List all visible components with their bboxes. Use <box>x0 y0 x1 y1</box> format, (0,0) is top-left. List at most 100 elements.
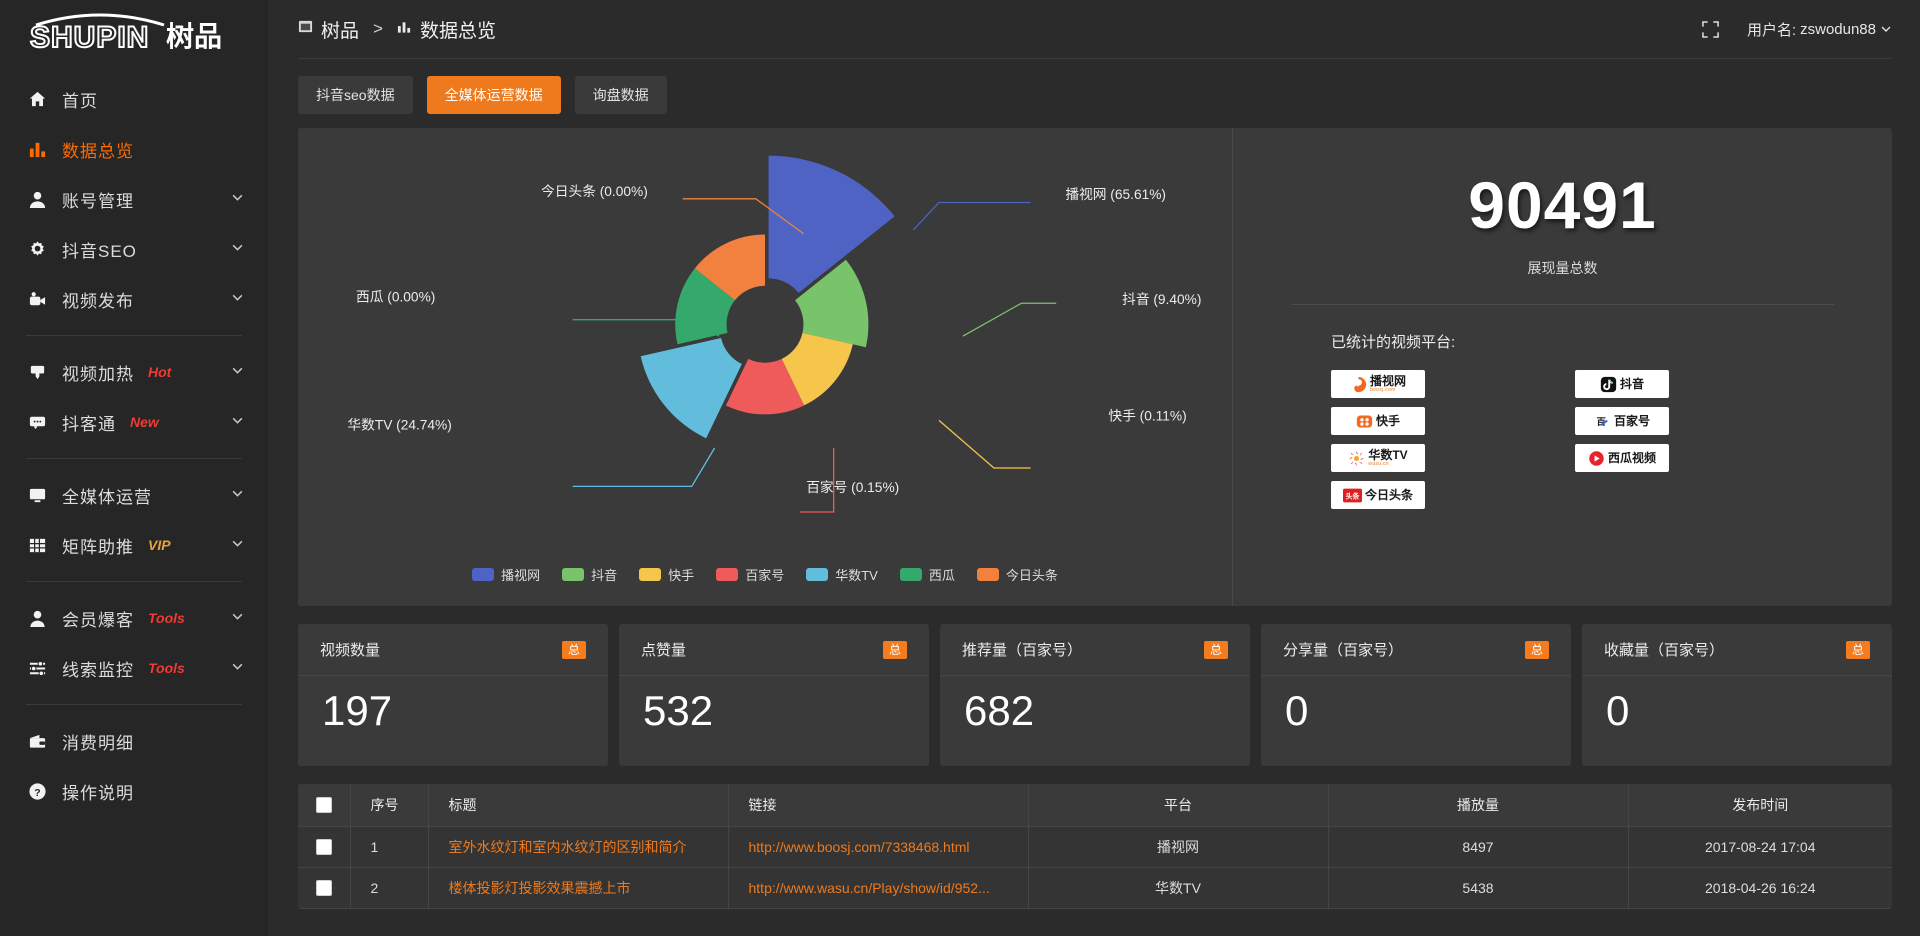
legend-label: 百家号 <box>745 568 785 583</box>
row-title-link[interactable]: 室外水纹灯和室内水纹灯的区别和简介 <box>448 838 687 855</box>
sidebar-item-10[interactable]: 线索监控 Tools <box>0 643 268 693</box>
platform-badge-baijiahao[interactable]: 百百家号 <box>1575 407 1669 435</box>
chevron-down-icon[interactable] <box>231 412 244 432</box>
legend-swatch <box>472 568 495 581</box>
bar-chart-icon <box>397 18 412 40</box>
legend-swatch <box>976 568 999 581</box>
legend-item-6[interactable]: 今日头条 <box>976 565 1058 584</box>
sidebar-item-11[interactable]: 消费明细 <box>0 716 268 766</box>
fullscreen-icon[interactable] <box>1702 20 1719 38</box>
breadcrumb-item-root[interactable]: 树品 <box>298 16 359 43</box>
breadcrumb-item-current[interactable]: 数据总览 <box>397 16 496 43</box>
select-all-checkbox[interactable] <box>315 797 332 814</box>
sidebar-item-3[interactable]: 抖音SEO <box>0 224 268 274</box>
stat-card-badge[interactable]: 总 <box>1845 640 1870 659</box>
platform-badge-text: 今日头条 <box>1365 489 1413 501</box>
th-index[interactable]: 序号 <box>350 784 429 827</box>
user-menu[interactable]: 用户名: zswodun88 <box>1747 19 1892 40</box>
platform-badge-douyin[interactable]: 抖音 <box>1575 370 1669 398</box>
sidebar-item-label: 消费明细 <box>62 733 134 753</box>
pie-slice-4[interactable] <box>640 337 742 439</box>
chevron-down-icon[interactable] <box>231 485 244 505</box>
pie-slice-1[interactable] <box>795 259 869 348</box>
row-platform: 华数TV <box>1028 867 1329 909</box>
th-link[interactable]: 链接 <box>728 784 1029 827</box>
row-title-link[interactable]: 楼体投影灯投影效果震撼上市 <box>448 879 631 896</box>
chevron-down-icon[interactable] <box>231 608 244 628</box>
platform-badge-xigua[interactable]: 西瓜视频 <box>1575 444 1669 472</box>
row-select-cell[interactable] <box>298 826 351 868</box>
sidebar-item-2[interactable]: 账号管理 <box>0 174 268 224</box>
platform-badge-toutiao[interactable]: 头条 今日头条 <box>1331 481 1425 509</box>
chart-legend: 播视网 抖音 快手 百家号 华数TV 西瓜 今日头条 <box>298 565 1232 584</box>
tab-bar: 抖音seo数据 全媒体运营数据 询盘数据 <box>268 59 1920 128</box>
th-time[interactable]: 发布时间 <box>1628 784 1892 827</box>
chevron-down-icon[interactable] <box>231 239 244 259</box>
table-row[interactable]: 1 室外水纹灯和室内水纹灯的区别和简介 http://www.boosj.com/7… <box>298 826 1892 868</box>
chevron-down-icon[interactable] <box>231 362 244 382</box>
pie-slice-0[interactable] <box>768 155 895 293</box>
breadcrumb-root-label: 树品 <box>321 20 360 42</box>
brand-logo[interactable]: SHUPIN 树品 <box>0 0 268 58</box>
platform-share-chart[interactable]: 播视网 (65.61%) 抖音 (9.40%) 快手 (0.11%) 百家号 (0.1… <box>298 128 1232 606</box>
platform-badge-text: 快手 <box>1376 415 1400 427</box>
legend-item-1[interactable]: 抖音 <box>562 565 617 584</box>
legend-item-5[interactable]: 西瓜 <box>899 565 955 584</box>
row-index: 2 <box>350 867 429 909</box>
table-row[interactable]: 2 楼体投影灯投影效果震撼上市 http://www.wasu.cn/Play/sh… <box>298 867 1892 909</box>
legend-label: 华数TV <box>835 568 878 583</box>
legend-label: 快手 <box>668 568 695 583</box>
stat-card-badge[interactable]: 总 <box>1524 640 1549 659</box>
th-select-all[interactable] <box>298 784 351 827</box>
sidebar-item-1[interactable]: 数据总览 <box>0 124 268 174</box>
th-platform[interactable]: 平台 <box>1028 784 1329 827</box>
platform-badge-kuaishou[interactable]: 快手 <box>1331 407 1425 435</box>
table-head: 序号 标题 链接 平台 播放量 发布时间 <box>298 784 1892 827</box>
svg-text:?: ? <box>34 787 40 798</box>
row-select-cell[interactable] <box>298 867 351 909</box>
chevron-down-icon[interactable] <box>231 189 244 209</box>
row-url-link[interactable]: http://www.boosj.com/7338468.html <box>748 838 970 855</box>
th-title[interactable]: 标题 <box>428 784 729 827</box>
sidebar-item-12[interactable]: ? 操作说明 <box>0 766 268 816</box>
legend-item-2[interactable]: 快手 <box>639 565 694 584</box>
chevron-down-icon[interactable] <box>231 658 244 678</box>
chevron-down-icon[interactable] <box>231 535 244 555</box>
row-checkbox[interactable] <box>315 839 332 856</box>
sidebar-item-8[interactable]: 矩阵助推 VIP <box>0 520 268 570</box>
pie-slice-2[interactable] <box>781 332 853 406</box>
tab-1[interactable]: 全媒体运营数据 <box>426 76 561 114</box>
sidebar-item-5[interactable]: 视频加热 Hot <box>0 347 268 397</box>
stat-card-badge[interactable]: 总 <box>882 640 907 659</box>
legend-item-0[interactable]: 播视网 <box>472 565 540 584</box>
legend-item-3[interactable]: 百家号 <box>716 565 784 584</box>
legend-item-4[interactable]: 华数TV <box>806 565 878 584</box>
stat-card-0: 视频数量 总 197 <box>298 624 608 766</box>
stat-card-value: 0 <box>1285 687 1309 734</box>
pie-slice-label-1: 抖音 (9.40%) <box>1122 291 1201 307</box>
th-plays[interactable]: 播放量 <box>1328 784 1629 827</box>
chevron-down-icon[interactable] <box>231 289 244 309</box>
row-checkbox[interactable] <box>315 880 332 897</box>
sidebar-item-4[interactable]: 视频发布 <box>0 274 268 324</box>
platform-badge-wasu[interactable]: 华数TV wasu.cn <box>1331 444 1425 472</box>
pie-slice-5[interactable] <box>675 268 735 345</box>
stat-card-header: 视频数量 总 <box>298 624 608 676</box>
svg-text:树品: 树品 <box>166 21 222 49</box>
tab-2[interactable]: 询盘数据 <box>574 76 667 114</box>
sidebar-item-9[interactable]: 会员爆客 Tools <box>0 593 268 643</box>
pie-slice-6[interactable] <box>694 234 765 301</box>
stat-card-badge[interactable]: 总 <box>561 640 586 659</box>
stat-card-badge[interactable]: 总 <box>1203 640 1228 659</box>
row-url-link[interactable]: http://www.wasu.cn/Play/show/id/952... <box>748 879 990 896</box>
pie-slice-3[interactable] <box>725 358 805 415</box>
sidebar-item-label: 账号管理 <box>62 191 134 211</box>
tab-0[interactable]: 抖音seo数据 <box>298 76 413 114</box>
sidebar-item-7[interactable]: 全媒体运营 <box>0 470 268 520</box>
sidebar-divider <box>26 581 242 582</box>
xigua-icon <box>1588 450 1605 467</box>
sidebar-item-0[interactable]: 首页 <box>0 74 268 124</box>
sidebar-item-6[interactable]: 抖客通 New <box>0 397 268 447</box>
content-scroll[interactable]: 播视网 (65.61%) 抖音 (9.40%) 快手 (0.11%) 百家号 (0.1… <box>268 128 1920 936</box>
platform-badge-boosj[interactable]: 播视网 boosj.com <box>1331 370 1425 398</box>
